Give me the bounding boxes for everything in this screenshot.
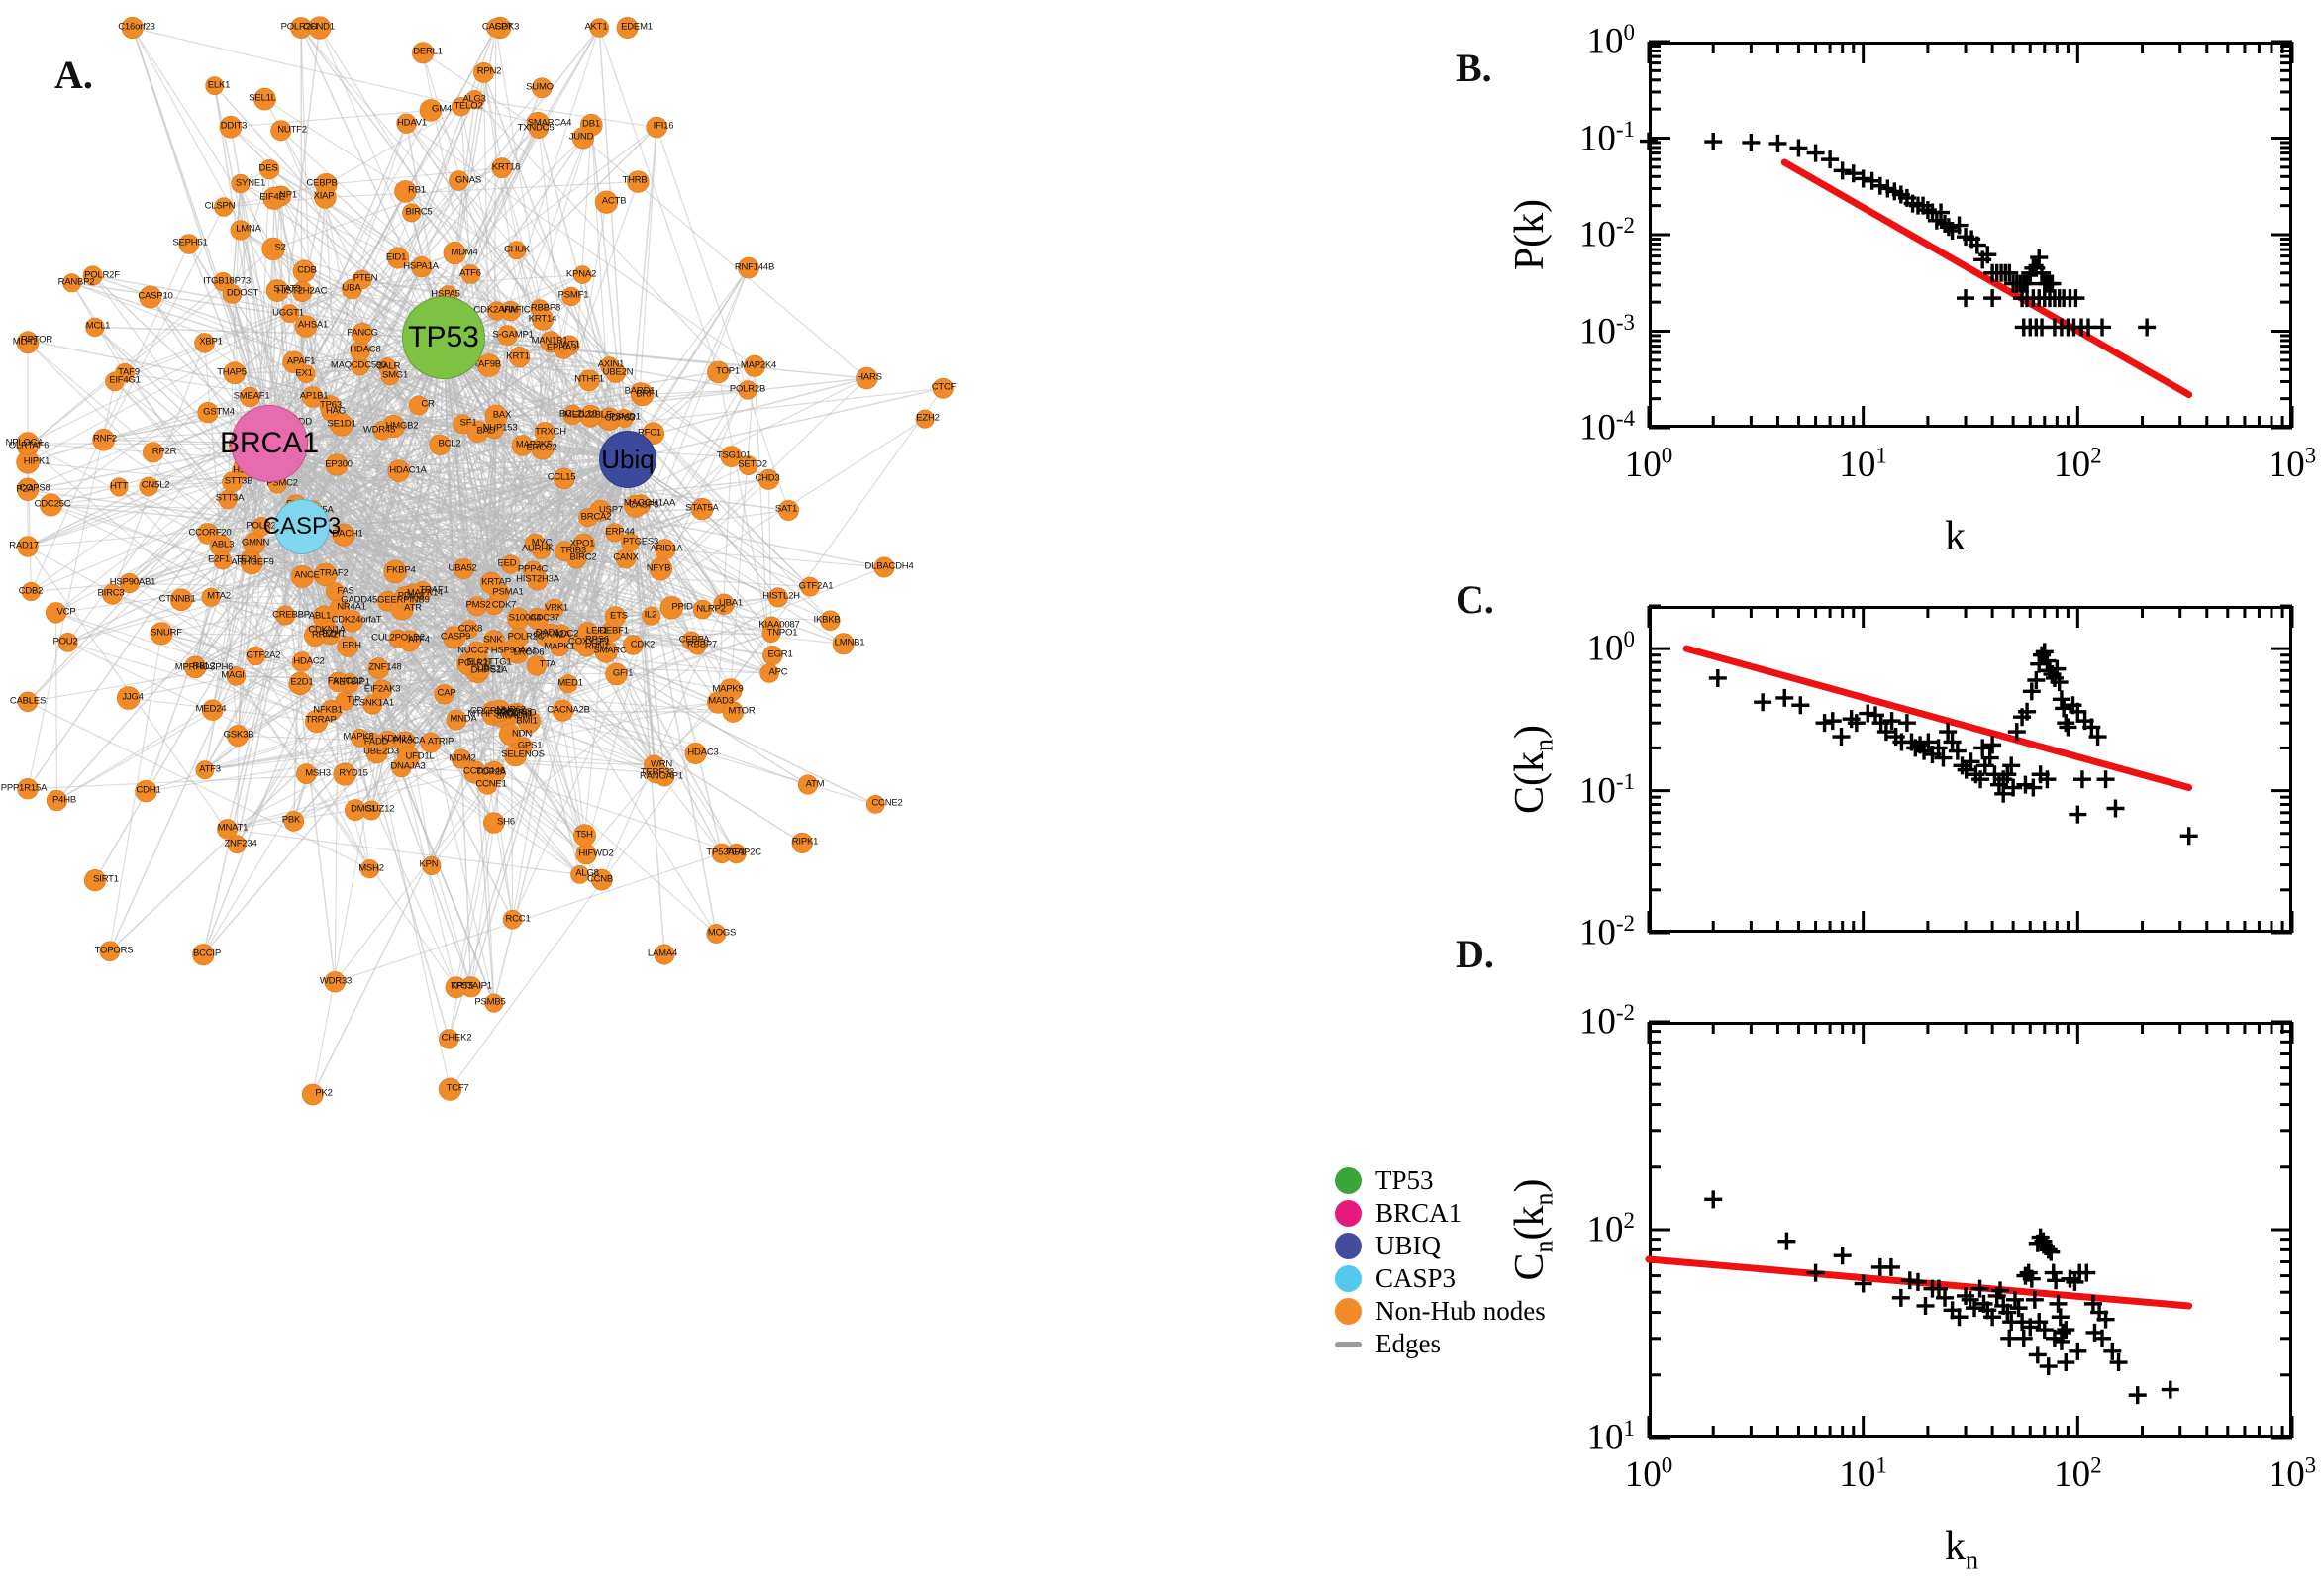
x-tick-label: 102 <box>2054 1452 2102 1495</box>
hub-node-label: Ubiq <box>601 444 655 474</box>
legend-item-label: Non-Hub nodes <box>1375 1296 1546 1326</box>
x-tick-label: 101 <box>1839 1452 1887 1495</box>
x-tick-label: 103 <box>2268 443 2317 485</box>
y-tick-label: 100 <box>1586 20 1635 62</box>
y-tick-label: 10-1 <box>1578 116 1635 158</box>
panel-d-plot: D. 102 101 10-2 100 101 102 103 kn Cn(kn) <box>1456 932 2323 1594</box>
hub-node-label: BRCA1 <box>219 427 320 459</box>
node-dot-icon <box>1335 1265 1362 1292</box>
panel-b-plot: B. 100 10-1 10-2 10-3 10-4 100 101 102 103 k P(k) <box>1456 20 2323 559</box>
node-dot-icon <box>1335 1200 1362 1227</box>
legend-item-non-hub-nodes: Non-Hub nodes <box>1335 1295 1546 1328</box>
x-tick-label: 103 <box>2268 1452 2317 1495</box>
node-dot-icon <box>1335 1233 1362 1259</box>
y-tick-label: 10-2 <box>1578 911 1635 953</box>
panel-c-plot: C. 100 10-1 10-2 C(kn) <box>1456 554 2323 1020</box>
y-tick-label: 10-4 <box>1578 406 1635 449</box>
legend-item-tp53: TP53 <box>1335 1164 1546 1197</box>
plot-frame <box>1649 1022 2292 1438</box>
network-graph <box>16 16 954 1106</box>
hub-node-label: CASP3 <box>262 513 342 540</box>
x-tick-label: 100 <box>1624 443 1673 485</box>
legend-item-label: BRCA1 <box>1375 1198 1463 1228</box>
panel-a-letter: A. <box>54 52 93 97</box>
legend: TP53 BRCA1 UBIQ CASP3 Non-Hub nodes Edges <box>1335 1164 1546 1360</box>
hub-node-tp53[interactable]: TP53 <box>402 296 485 379</box>
y-tick-label: 102 <box>1586 1208 1635 1250</box>
x-axis-title: kn <box>1945 1524 1979 1575</box>
network-panel: A. ABL3 TAF9B GM4 ALG8 MAGI MAGOH1AA DHPS1A CCD… <box>1 16 956 1106</box>
y-tick-label: 10-3 <box>1578 309 1635 351</box>
plot-canvas <box>1640 40 2294 430</box>
legend-item-label: TP53 <box>1375 1165 1434 1195</box>
hub-node-label: TP53 <box>408 321 479 353</box>
panel-d-letter: D. <box>1456 932 1494 976</box>
y-tick-label: 10-2 <box>1578 213 1635 255</box>
legend-item-label: Edges <box>1375 1329 1441 1358</box>
legend-item-label: CASP3 <box>1375 1263 1457 1293</box>
x-tick-label: 100 <box>1624 1452 1673 1495</box>
legend-item-edges: Edges <box>1335 1328 1546 1360</box>
legend-item-brca1: BRCA1 <box>1335 1197 1546 1230</box>
hub-node-casp3[interactable]: CASP3 <box>263 499 341 554</box>
panel-c-letter: C. <box>1456 577 1494 622</box>
y-axis-title: C(kn) <box>1507 725 1559 815</box>
x-tick-label: 101 <box>1839 443 1887 485</box>
legend-item-ubiq: UBIQ <box>1335 1230 1546 1262</box>
plot-canvas <box>1647 604 2294 935</box>
hub-node-ubiq[interactable]: Ubiq <box>599 431 656 488</box>
y-tick-label-top: 10-2 <box>1578 1000 1635 1043</box>
x-axis-title: k <box>1945 514 1966 559</box>
panel-b-letter: B. <box>1456 46 1492 90</box>
y-tick-label: 100 <box>1586 627 1635 669</box>
legend-item-casp3: CASP3 <box>1335 1262 1546 1295</box>
plot-canvas <box>1645 1020 2294 1440</box>
y-axis-title: P(k) <box>1507 198 1553 271</box>
legend-item-label: UBIQ <box>1375 1231 1441 1260</box>
y-tick-label: 10-1 <box>1578 768 1635 812</box>
node-dot-icon <box>1335 1298 1362 1325</box>
hub-node-brca1[interactable]: BRCA1 <box>220 405 319 482</box>
y-axis-title: Cn(kn) <box>1507 1178 1559 1281</box>
node-dot-icon <box>1335 1167 1362 1194</box>
x-tick-label: 102 <box>2054 443 2102 485</box>
edge-line-icon <box>1335 1341 1362 1347</box>
y-tick-label: 101 <box>1586 1416 1635 1458</box>
